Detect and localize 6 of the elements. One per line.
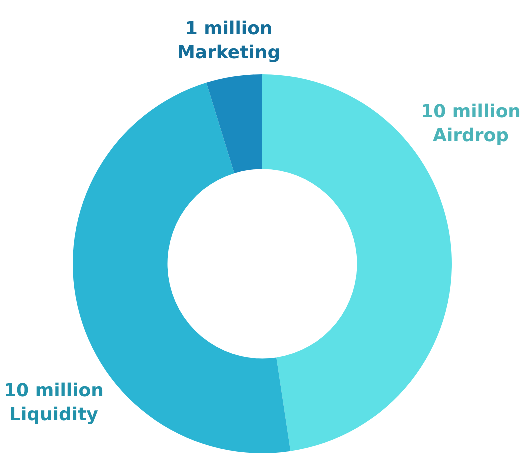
data-label: 1 million: [185, 18, 273, 40]
data-label: 10 million: [421, 102, 522, 123]
slice-label: Marketing: [177, 42, 281, 64]
slice-label: Liquidity: [10, 404, 99, 426]
slice-label: Airdrop: [433, 126, 510, 147]
data-label: 10 million: [4, 380, 104, 402]
